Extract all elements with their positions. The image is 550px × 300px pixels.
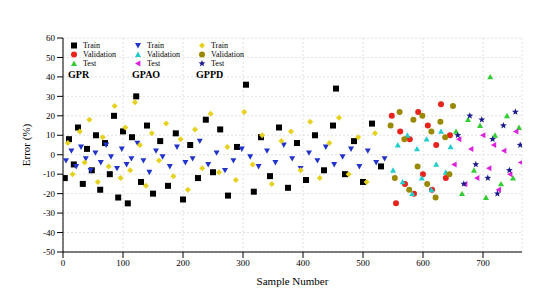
svg-text:400: 400	[296, 258, 310, 268]
html-text:GPPD: GPPD	[196, 69, 224, 80]
html-text:GPAO: GPAO	[132, 69, 161, 80]
svg-text:-50: -50	[43, 247, 55, 257]
svg-text:-40: -40	[43, 228, 55, 238]
svg-text:-10: -10	[43, 169, 55, 179]
html-text:Test: Test	[147, 59, 161, 68]
html-text:Train: Train	[147, 41, 164, 50]
html-text:Test: Test	[211, 59, 225, 68]
svg-text:-30: -30	[43, 208, 55, 218]
svg-text:300: 300	[236, 258, 250, 268]
svg-text:10: 10	[46, 130, 56, 140]
svg-text:200: 200	[176, 258, 190, 268]
html-text:Validation: Validation	[211, 50, 244, 59]
svg-text:Sample Number: Sample Number	[257, 275, 329, 287]
svg-text:700: 700	[476, 258, 490, 268]
svg-text:40: 40	[46, 72, 56, 82]
html-text:Validation: Validation	[147, 50, 180, 59]
svg-text:0: 0	[61, 258, 66, 268]
html-text:Train: Train	[211, 41, 228, 50]
html-text:Test: Test	[83, 59, 97, 68]
html-text:Train: Train	[83, 41, 100, 50]
svg-text:50: 50	[46, 53, 56, 63]
svg-text:30: 30	[46, 92, 56, 102]
html-text:Validation: Validation	[83, 50, 116, 59]
svg-text:60: 60	[46, 33, 56, 43]
svg-text:-20: -20	[43, 189, 55, 199]
svg-text:600: 600	[416, 258, 430, 268]
svg-text:0: 0	[51, 150, 56, 160]
svg-text:Error (%): Error (%)	[20, 123, 33, 166]
html-text:GPR: GPR	[68, 69, 90, 80]
svg-text:100: 100	[116, 258, 130, 268]
svg-text:20: 20	[46, 111, 56, 121]
svg-text:500: 500	[356, 258, 370, 268]
